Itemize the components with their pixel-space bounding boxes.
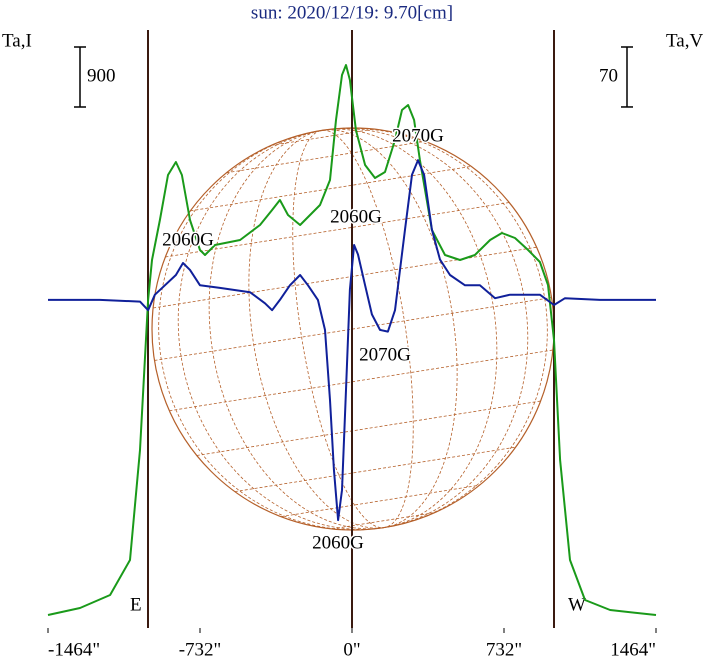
parallel: [234, 446, 516, 493]
x-tick-label: 0": [343, 639, 360, 660]
data-line: [48, 159, 656, 522]
y-axis-label: Ta,I: [2, 30, 32, 51]
y2-axis-label: Ta,V: [666, 30, 703, 51]
limb-label: W: [568, 594, 586, 615]
scale-bar-label: 70: [599, 65, 618, 86]
x-tick-label: -1464": [48, 639, 100, 660]
x-tick-label: 1464": [610, 639, 656, 660]
annotation: 2070G: [392, 125, 444, 146]
annotation: 2060G: [312, 532, 364, 553]
parallel: [280, 484, 480, 518]
annotation: 2070G: [359, 344, 411, 365]
data-line: [47, 64, 657, 616]
annotation: 2060G: [330, 206, 382, 227]
limb-label: E: [130, 594, 142, 615]
parallel: [165, 202, 510, 258]
parallel: [196, 400, 541, 456]
x-tick-label: 732": [486, 639, 522, 660]
chart-title: sun: 2020/12/19: 9.70[cm]: [251, 2, 453, 23]
scale-bar-label: 900: [87, 65, 116, 86]
annotation: 2060G: [162, 229, 214, 250]
x-tick-label: -732": [179, 639, 222, 660]
parallel: [331, 512, 435, 530]
